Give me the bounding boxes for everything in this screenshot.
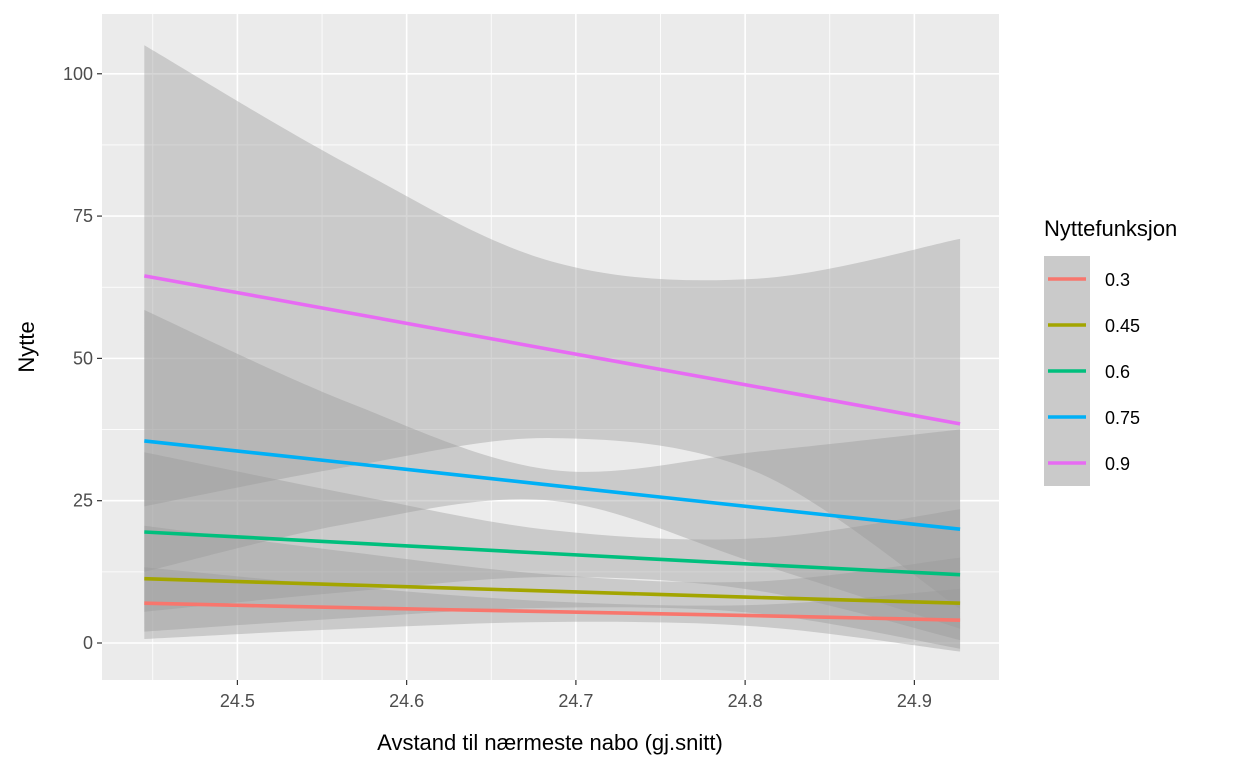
- legend-keys: 0.3 0.45 0.6 0.75 0.9: [1044, 256, 1140, 486]
- y-axis: 0 25 50 75 100: [63, 64, 102, 653]
- ribbon-0.6: [144, 452, 961, 641]
- x-axis-title: Avstand til nærmeste nabo (gj.snitt): [377, 730, 723, 755]
- legend-title: Nyttefunksjon: [1044, 216, 1177, 241]
- y-tick-label: 25: [73, 491, 93, 511]
- y-tick-label: 50: [73, 348, 93, 368]
- series-line-0.45: [144, 576, 961, 605]
- series-line-0.6: [144, 530, 961, 577]
- x-tick-label: 24.8: [728, 691, 763, 711]
- minor-gridlines: [102, 14, 999, 680]
- legend-label-0.3: 0.3: [1105, 270, 1130, 290]
- y-tick-label: 75: [73, 206, 93, 226]
- y-axis-title: Nytte: [14, 321, 39, 372]
- series-line-0.9: [143, 274, 961, 426]
- y-tick-label: 100: [63, 64, 93, 84]
- legend-label-0.75: 0.75: [1105, 408, 1140, 428]
- ribbon-0.45: [144, 525, 961, 649]
- series-line-0.75: [144, 439, 961, 531]
- ribbon-0.9: [144, 45, 961, 609]
- x-tick-label: 24.6: [389, 691, 424, 711]
- legend-label-0.6: 0.6: [1105, 362, 1130, 382]
- confidence-ribbons: [144, 45, 961, 652]
- series-lines: [143, 274, 961, 623]
- x-tick-label: 24.9: [897, 691, 932, 711]
- major-gridlines: [102, 14, 999, 680]
- ribbon-0.75: [144, 310, 961, 629]
- x-tick-label: 24.7: [558, 691, 593, 711]
- series-line-0.3: [144, 601, 961, 623]
- legend: Nyttefunksjon 0.3 0.45 0.6 0.75 0.9: [1044, 216, 1177, 486]
- x-tick-label: 24.5: [220, 691, 255, 711]
- legend-label-0.45: 0.45: [1105, 316, 1140, 336]
- ribbon-0.3: [144, 567, 961, 652]
- legend-label-0.9: 0.9: [1105, 454, 1130, 474]
- x-axis: 24.5 24.6 24.7 24.8 24.9: [220, 680, 932, 711]
- y-tick-label: 0: [83, 633, 93, 653]
